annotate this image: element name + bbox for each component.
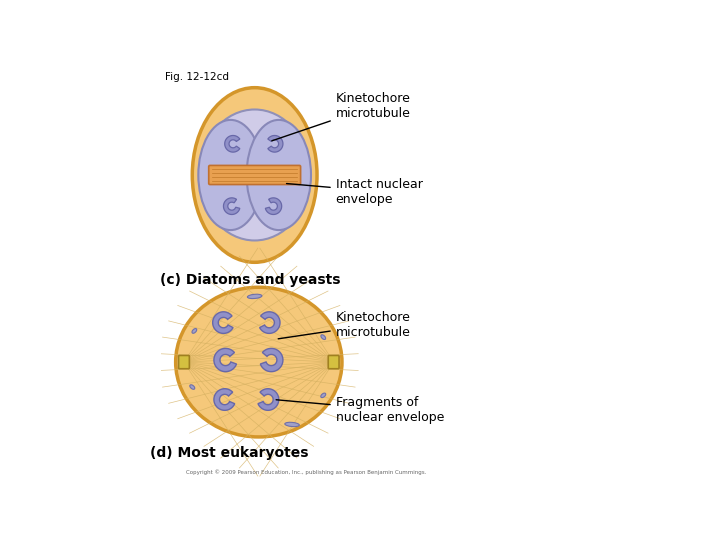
- Polygon shape: [268, 136, 283, 152]
- FancyBboxPatch shape: [328, 355, 339, 369]
- Text: (c) Diatoms and yeasts: (c) Diatoms and yeasts: [161, 273, 341, 287]
- Polygon shape: [266, 198, 282, 214]
- Ellipse shape: [190, 385, 194, 389]
- Text: (d) Most eukaryotes: (d) Most eukaryotes: [150, 446, 309, 460]
- Polygon shape: [261, 348, 283, 372]
- Text: Kinetochore
microtubule: Kinetochore microtubule: [278, 310, 410, 339]
- Ellipse shape: [285, 422, 300, 427]
- Polygon shape: [223, 198, 240, 214]
- Ellipse shape: [248, 294, 262, 299]
- Ellipse shape: [192, 87, 317, 262]
- Ellipse shape: [176, 287, 342, 437]
- Text: Copyright © 2009 Pearson Education, Inc., publishing as Pearson Benjamin Cumming: Copyright © 2009 Pearson Education, Inc.…: [186, 469, 426, 475]
- Ellipse shape: [246, 120, 311, 230]
- Polygon shape: [212, 312, 233, 333]
- Ellipse shape: [199, 110, 310, 240]
- FancyBboxPatch shape: [179, 355, 189, 369]
- Ellipse shape: [321, 393, 325, 397]
- Text: Kinetochore
microtubule: Kinetochore microtubule: [272, 92, 410, 141]
- FancyBboxPatch shape: [209, 165, 301, 185]
- Polygon shape: [214, 348, 236, 372]
- Polygon shape: [260, 312, 280, 333]
- Polygon shape: [225, 136, 240, 152]
- Text: Fig. 12-12cd: Fig. 12-12cd: [166, 72, 229, 82]
- Ellipse shape: [192, 328, 197, 333]
- Ellipse shape: [321, 335, 325, 340]
- Polygon shape: [258, 389, 279, 410]
- Ellipse shape: [198, 120, 263, 230]
- Polygon shape: [214, 389, 235, 410]
- Text: Fragments of
nuclear envelope: Fragments of nuclear envelope: [276, 396, 444, 424]
- Text: Intact nuclear
envelope: Intact nuclear envelope: [287, 178, 423, 206]
